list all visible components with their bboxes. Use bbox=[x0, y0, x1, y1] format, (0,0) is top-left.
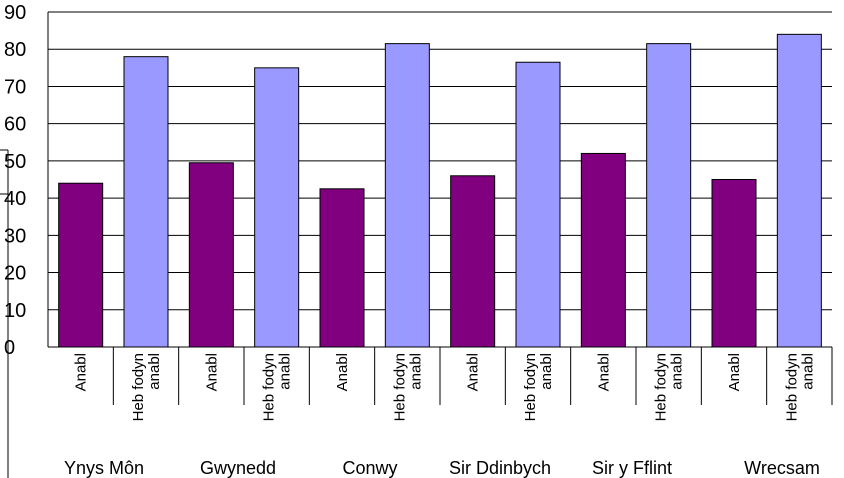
category-label: anabl bbox=[538, 353, 555, 390]
category-label: Anabl bbox=[595, 353, 612, 391]
bar bbox=[384, 43, 430, 348]
bar bbox=[188, 162, 234, 348]
category-label: Anabl bbox=[203, 353, 220, 391]
category-label: Anabl bbox=[334, 353, 351, 391]
y-tick-label: 40 bbox=[4, 188, 26, 210]
category-label: anabl bbox=[407, 353, 424, 390]
y-tick-label: 30 bbox=[4, 225, 26, 247]
x-axis-category-labels: Anabl Heb fodyn anabl Anabl Heb fodyn anabl An… bbox=[73, 353, 817, 421]
y-tick-label: 50 bbox=[4, 151, 26, 173]
bar bbox=[123, 56, 169, 348]
gridlines bbox=[48, 11, 832, 311]
category-label: anabl bbox=[799, 353, 816, 390]
y-tick-label: 90 bbox=[4, 2, 26, 24]
category-label: Heb fodyn bbox=[130, 353, 147, 421]
category-label: anabl bbox=[669, 353, 686, 390]
group-label: Wrecsam bbox=[744, 458, 820, 478]
y-tick-label: 80 bbox=[4, 39, 26, 61]
group-label: Conwy bbox=[342, 458, 397, 478]
group-label: Sir y Fflint bbox=[592, 458, 672, 478]
bars bbox=[58, 33, 822, 348]
category-label: Anabl bbox=[465, 353, 482, 391]
y-tick-label: 20 bbox=[4, 263, 26, 285]
bar bbox=[580, 152, 626, 348]
category-label: Heb fodyn bbox=[391, 353, 408, 421]
y-tick-label: 60 bbox=[4, 114, 26, 136]
category-label: Heb fodyn bbox=[522, 353, 539, 421]
category-label: anabl bbox=[146, 353, 163, 390]
bar bbox=[450, 175, 496, 348]
y-tick-label: 0 bbox=[4, 337, 15, 359]
bar bbox=[776, 33, 822, 348]
y-tick-label: 70 bbox=[4, 76, 26, 98]
bar bbox=[711, 179, 757, 348]
group-label: Ynys Môn bbox=[64, 458, 144, 478]
group-label: Gwynedd bbox=[200, 458, 276, 478]
bar bbox=[515, 61, 561, 348]
category-label: Anabl bbox=[726, 353, 743, 391]
category-label: Heb fodyn bbox=[653, 353, 670, 421]
y-tick-label: 10 bbox=[4, 300, 26, 322]
bar bbox=[646, 43, 692, 348]
category-label: Anabl bbox=[73, 353, 90, 391]
category-label: Heb fodyn bbox=[261, 353, 278, 421]
y-axis-tick-labels: 0 10 20 30 40 50 60 70 80 90 bbox=[4, 2, 26, 359]
group-label: Sir Ddinbych bbox=[449, 458, 551, 478]
bar bbox=[58, 182, 104, 348]
category-label: Heb fodyn bbox=[783, 353, 800, 421]
x-axis-group-labels: Ynys Môn Gwynedd Conwy Sir Ddinbych Sir y Ff… bbox=[64, 458, 820, 478]
axes bbox=[0, 12, 833, 478]
bar bbox=[254, 67, 300, 348]
category-label: anabl bbox=[277, 353, 294, 390]
bar bbox=[319, 188, 365, 348]
